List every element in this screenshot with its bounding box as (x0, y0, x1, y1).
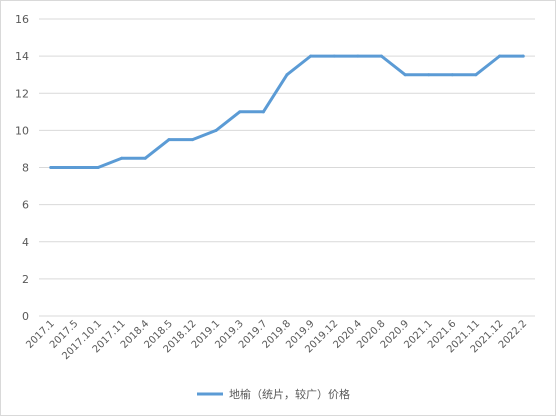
y-axis-ticks: 0 2 4 6 8 10 12 14 16 (15, 13, 29, 323)
data-point (403, 73, 407, 77)
data-point (72, 166, 76, 169)
legend-label: 地榆（统片，较广）价格 (229, 387, 350, 401)
series-layer (49, 54, 525, 169)
data-point (214, 128, 218, 132)
data-point (191, 138, 195, 142)
data-point (332, 54, 336, 58)
data-point (285, 73, 289, 77)
gridlines (39, 18, 535, 317)
y-tick-label: 6 (22, 199, 29, 212)
data-point (427, 73, 431, 77)
y-tick-label: 2 (22, 273, 29, 286)
data-point (120, 156, 124, 160)
y-tick-label: 8 (22, 162, 29, 175)
data-point (238, 110, 242, 114)
y-tick-label: 16 (15, 13, 29, 26)
y-tick-label: 12 (15, 87, 29, 100)
legend: 地榆（统片，较广）价格 (197, 387, 350, 401)
data-point (379, 54, 383, 58)
data-point (356, 54, 360, 58)
data-point (96, 166, 100, 169)
data-point (167, 138, 171, 142)
data-point (498, 54, 502, 58)
data-point (450, 73, 454, 77)
data-point (474, 73, 478, 77)
y-tick-label: 10 (15, 124, 29, 137)
series-line (49, 54, 525, 169)
data-point (261, 110, 265, 114)
data-point (521, 54, 525, 58)
data-point (143, 156, 147, 160)
x-axis-ticks: 2017.12017.52017.10.12017.112018.42018.5… (24, 318, 529, 362)
y-tick-label: 14 (15, 50, 29, 63)
data-point (49, 166, 53, 169)
y-tick-label: 4 (22, 236, 29, 249)
data-point (309, 54, 313, 58)
y-tick-label: 0 (22, 310, 29, 323)
